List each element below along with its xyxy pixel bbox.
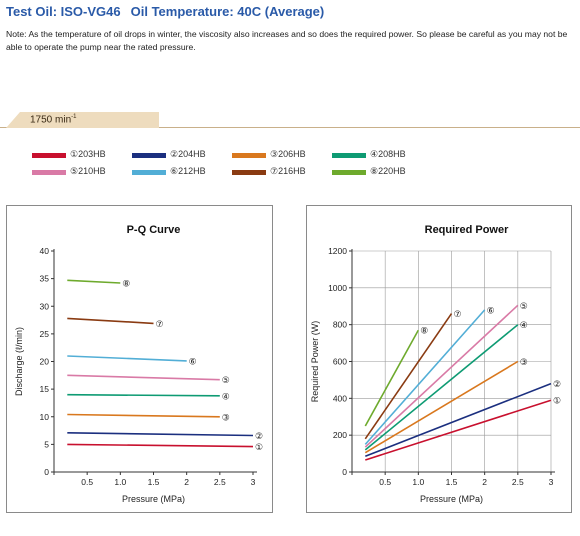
x-tick-label-0-5: 0.5 <box>379 477 391 487</box>
legend-label: ⑧220HB <box>370 166 406 176</box>
speed-unit-exp: -1 <box>71 114 77 120</box>
note-text: Note: As the temperature of oil drops in… <box>6 29 568 52</box>
legend-label: ③206HB <box>270 149 306 159</box>
y-tick-label-800: 800 <box>333 320 347 330</box>
series-marker-4: ④ <box>222 392 230 402</box>
legend-label: ②204HB <box>170 149 206 159</box>
title-oil: Test Oil: ISO-VG46 <box>6 4 121 19</box>
x-tick-label-2-5: 2.5 <box>512 477 524 487</box>
series-marker-7: ⑦ <box>155 320 163 330</box>
x-tick-label-3: 3 <box>251 477 256 487</box>
x-tick-label-0-5: 0.5 <box>81 477 93 487</box>
y-tick-label-15: 15 <box>40 384 50 394</box>
speed-tab-label: 1750 min-1 <box>30 114 76 125</box>
legend-swatch <box>32 170 66 175</box>
series-marker-5: ⑤ <box>222 376 230 386</box>
x-tick-label-2: 2 <box>482 477 487 487</box>
y-tick-label-200: 200 <box>333 430 347 440</box>
y-tick-label-25: 25 <box>40 329 50 339</box>
title-temperature: Oil Temperature: 40C (Average) <box>130 4 325 19</box>
y-tick-label-35: 35 <box>40 274 50 284</box>
series-line-2 <box>365 382 552 458</box>
x-tick-label-1-0: 1.0 <box>412 477 424 487</box>
legend-swatch <box>232 153 266 158</box>
series-marker-8: ⑧ <box>420 327 428 337</box>
y-tick-label-1200: 1200 <box>328 246 347 256</box>
legend-label: ①203HB <box>70 149 106 159</box>
chart-title: P-Q Curve <box>127 224 181 236</box>
legend-label: ⑥212HB <box>170 166 206 176</box>
x-tick-label-1-5: 1.5 <box>148 477 160 487</box>
x-axis-label: Pressure (MPa) <box>122 494 185 504</box>
x-tick-label-3: 3 <box>549 477 554 487</box>
x-axis-label: Pressure (MPa) <box>420 494 483 504</box>
series-line-8 <box>364 329 420 427</box>
y-tick-label-1000: 1000 <box>328 283 347 293</box>
series-marker-8: ⑧ <box>122 280 130 290</box>
series-line-1 <box>67 443 254 448</box>
legend-swatch <box>132 153 166 158</box>
series-line-5 <box>364 304 519 448</box>
series-marker-3: ③ <box>222 413 230 423</box>
series-marker-5: ⑤ <box>520 302 528 312</box>
speed-value: 1750 min <box>30 114 72 126</box>
series-marker-4: ④ <box>520 321 528 331</box>
series-marker-3: ③ <box>520 358 528 368</box>
series-line-5 <box>67 374 220 381</box>
y-tick-label-0: 0 <box>342 467 347 477</box>
legend-label: ⑦216HB <box>270 166 306 176</box>
y-axis-label: Discharge (ℓ/min) <box>14 327 24 396</box>
chart-title: Required Power <box>425 224 509 236</box>
y-tick-label-20: 20 <box>40 357 50 367</box>
series-line-7 <box>364 313 453 440</box>
series-line-7 <box>67 317 154 325</box>
legend: ①203HB ②204HB ③206HB ④208HB ⑤210HB ⑥212H… <box>0 149 580 184</box>
series-line-3 <box>67 413 220 418</box>
y-tick-label-400: 400 <box>333 393 347 403</box>
pq-curve-chart: P-Q Curve 0 5 10 15 20 25 30 35 40 0.5 1.0 1.5 2 2.5 3 P… <box>14 224 263 504</box>
series-line-1 <box>365 399 552 461</box>
y-tick-label-10: 10 <box>40 412 50 422</box>
series-line-6 <box>67 355 187 362</box>
series-line-8 <box>67 279 121 284</box>
series-line-6 <box>364 309 486 445</box>
series-marker-1: ① <box>255 443 263 453</box>
x-tick-label-2: 2 <box>184 477 189 487</box>
series-marker-6: ⑥ <box>189 357 197 367</box>
band-rule <box>0 127 580 128</box>
y-tick-label-0: 0 <box>44 467 49 477</box>
legend-swatch <box>32 153 66 158</box>
series-marker-6: ⑥ <box>487 306 495 316</box>
series-line-4 <box>364 324 519 451</box>
page-title: Test Oil: ISO-VG46 Oil Temperature: 40C (… <box>6 4 324 19</box>
legend-label: ④208HB <box>370 149 406 159</box>
series-line-2 <box>67 432 254 437</box>
y-tick-label-5: 5 <box>44 439 49 449</box>
legend-label: ⑤210HB <box>70 166 106 176</box>
y-tick-label-600: 600 <box>333 357 347 367</box>
y-axis-label: Required Power (W) <box>310 321 320 403</box>
series-line-3 <box>364 360 519 454</box>
y-tick-label-30: 30 <box>40 301 50 311</box>
speed-band: 1750 min-1 <box>0 112 580 128</box>
series-marker-2: ② <box>255 432 263 442</box>
legend-swatch <box>332 170 366 175</box>
x-tick-label-1-0: 1.0 <box>114 477 126 487</box>
required-power-panel: Required Power 0 200 400 600 800 1000 1200 0.5 1.… <box>306 205 572 513</box>
pq-curve-panel: P-Q Curve 0 5 10 15 20 25 30 35 40 0.5 1.0 1.5 2 2.5 3 P… <box>6 205 273 513</box>
legend-swatch <box>132 170 166 175</box>
series-marker-1: ① <box>553 397 561 407</box>
x-tick-label-2-5: 2.5 <box>214 477 226 487</box>
series-marker-7: ⑦ <box>453 310 461 320</box>
required-power-chart: Required Power 0 200 400 600 800 1000 1200 0.5 1.… <box>310 224 561 504</box>
series-line-4 <box>67 393 220 397</box>
y-tick-label-40: 40 <box>40 246 50 256</box>
speed-tab <box>6 112 159 128</box>
series-marker-2: ② <box>553 380 561 390</box>
legend-swatch <box>232 170 266 175</box>
legend-swatch <box>332 153 366 158</box>
x-tick-label-1-5: 1.5 <box>446 477 458 487</box>
